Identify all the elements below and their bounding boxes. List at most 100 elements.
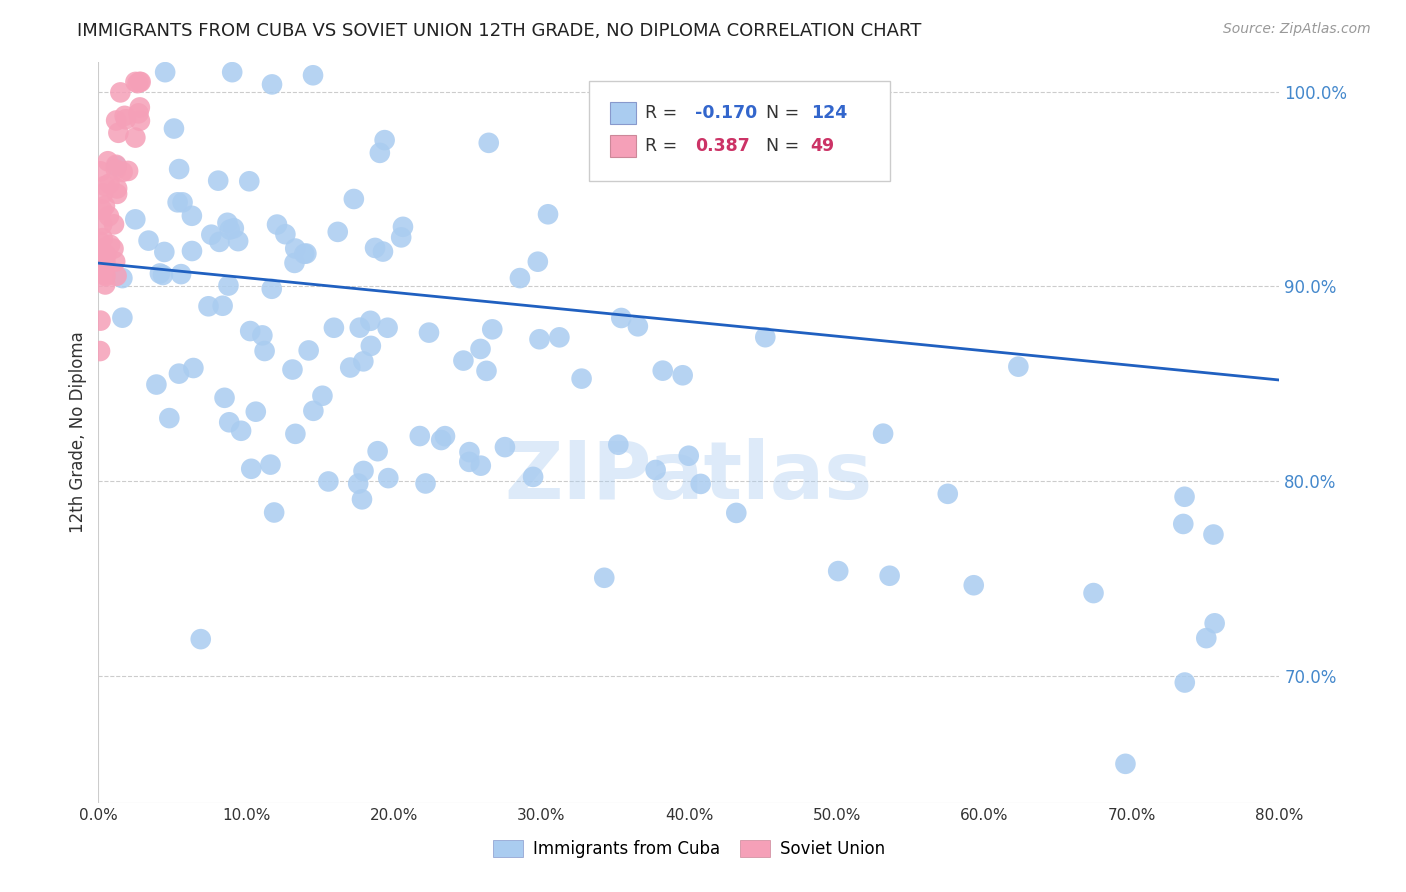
Point xyxy=(172,195,194,210)
Point xyxy=(91,186,114,201)
Point xyxy=(689,476,711,491)
Point xyxy=(879,568,901,582)
Point xyxy=(94,268,117,283)
Point xyxy=(128,106,150,120)
Point xyxy=(105,186,128,201)
Point xyxy=(138,234,160,248)
Point xyxy=(90,248,112,262)
Point xyxy=(1174,675,1197,690)
Point xyxy=(571,371,593,385)
Point xyxy=(529,332,551,346)
Y-axis label: 12th Grade, No Diploma: 12th Grade, No Diploma xyxy=(69,332,87,533)
Point xyxy=(129,75,152,89)
Point xyxy=(475,364,498,378)
Point xyxy=(89,313,111,327)
Point xyxy=(97,154,120,169)
Point xyxy=(1173,490,1195,504)
Point xyxy=(1204,616,1226,631)
Point xyxy=(537,207,560,221)
Point xyxy=(295,246,318,260)
Point xyxy=(167,367,190,381)
Point xyxy=(163,121,186,136)
Point xyxy=(478,136,501,150)
Point xyxy=(409,429,432,443)
Point xyxy=(217,278,239,293)
Point xyxy=(377,471,399,485)
FancyBboxPatch shape xyxy=(589,81,890,181)
Text: ZIPatlas: ZIPatlas xyxy=(505,438,873,516)
Text: IMMIGRANTS FROM CUBA VS SOVIET UNION 12TH GRADE, NO DIPLOMA CORRELATION CHART: IMMIGRANTS FROM CUBA VS SOVIET UNION 12T… xyxy=(77,22,922,40)
Point xyxy=(827,564,849,578)
Point xyxy=(1195,631,1218,645)
Point xyxy=(644,463,666,477)
Point xyxy=(98,177,121,191)
Point xyxy=(343,192,366,206)
Bar xyxy=(610,135,636,157)
Point xyxy=(115,112,138,127)
Legend: Immigrants from Cuba, Soviet Union: Immigrants from Cuba, Soviet Union xyxy=(486,833,891,865)
Point xyxy=(593,571,616,585)
Point xyxy=(167,162,190,177)
Point xyxy=(91,218,114,232)
Point xyxy=(392,219,415,234)
Point xyxy=(218,222,240,236)
Point xyxy=(128,75,150,89)
Point xyxy=(352,354,374,368)
Point xyxy=(266,218,288,232)
Point xyxy=(253,344,276,359)
Text: R =: R = xyxy=(645,137,678,155)
Point xyxy=(153,65,176,79)
Text: N =: N = xyxy=(766,103,799,122)
Point xyxy=(89,235,111,249)
Point xyxy=(93,251,115,265)
Point xyxy=(124,212,146,227)
Point xyxy=(263,506,285,520)
Point xyxy=(607,438,630,452)
Point xyxy=(371,244,394,259)
Point xyxy=(94,178,117,193)
Point xyxy=(283,256,305,270)
Point xyxy=(89,256,111,270)
Point xyxy=(260,282,283,296)
Text: -0.170: -0.170 xyxy=(695,103,756,122)
Point xyxy=(128,100,150,114)
Point xyxy=(90,263,112,277)
Point xyxy=(157,411,180,425)
Point xyxy=(259,458,281,472)
Point xyxy=(754,330,776,344)
Point xyxy=(418,326,440,340)
Point xyxy=(368,145,391,160)
Point xyxy=(105,181,128,195)
Point xyxy=(104,254,127,268)
Point xyxy=(522,470,544,484)
Point xyxy=(284,426,307,441)
Point xyxy=(183,361,205,376)
Point xyxy=(322,320,344,334)
Point xyxy=(94,199,117,213)
Text: 124: 124 xyxy=(811,103,846,122)
Point xyxy=(110,86,132,100)
Point xyxy=(93,251,115,265)
Point xyxy=(872,426,894,441)
Point xyxy=(94,248,117,262)
Point xyxy=(214,391,236,405)
Point xyxy=(93,268,115,282)
Point xyxy=(470,458,492,473)
Point xyxy=(374,133,396,147)
Text: N =: N = xyxy=(766,137,799,155)
Point xyxy=(1114,756,1136,771)
Point xyxy=(252,328,274,343)
Point xyxy=(302,68,325,82)
Point xyxy=(166,195,188,210)
Point xyxy=(349,320,371,334)
Point xyxy=(1083,586,1105,600)
Point xyxy=(350,492,373,507)
Point xyxy=(197,299,219,313)
Point xyxy=(318,475,340,489)
Bar xyxy=(610,102,636,124)
Point xyxy=(239,324,262,338)
Point xyxy=(238,174,260,188)
Point xyxy=(240,462,263,476)
Point xyxy=(103,218,125,232)
Point xyxy=(347,476,370,491)
